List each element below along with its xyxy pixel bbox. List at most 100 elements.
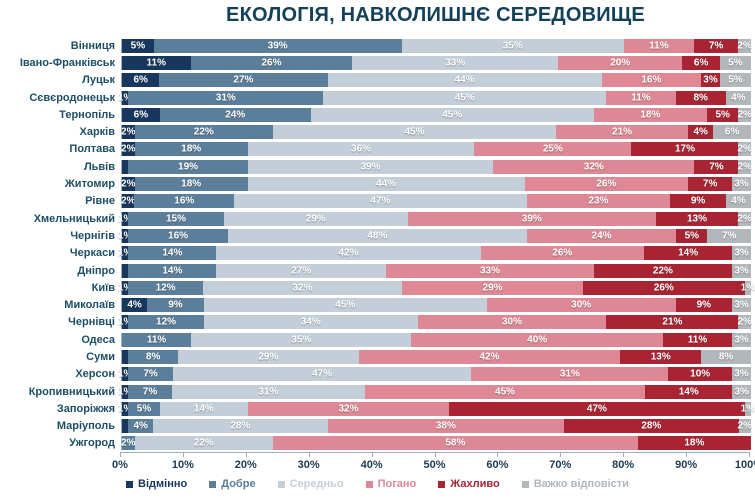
bar-segment-label: 1% bbox=[740, 282, 755, 294]
bar-segment-Відмінно: 2% bbox=[120, 194, 136, 209]
stacked-bar: 1% 12% 34% 30% 21% 2% bbox=[118, 315, 752, 330]
bar-segment-Погано: 38% bbox=[327, 419, 565, 434]
legend-item-Відмінно: Відмінно bbox=[126, 478, 187, 490]
bar-segment-Погано: 45% bbox=[364, 384, 646, 399]
bar-segment-label: 34% bbox=[300, 316, 321, 328]
bar-segment-label: 33% bbox=[479, 265, 500, 276]
bar-segment-Важко відповісти: 2% bbox=[737, 38, 752, 53]
bar-segment-Погано: 26% bbox=[524, 177, 689, 192]
bar-segment-Важко відповісти: 5% bbox=[719, 55, 751, 70]
bar-segment-Середньо: 32% bbox=[202, 280, 403, 295]
city-label: Запоріжжя bbox=[56, 402, 115, 415]
bar-segment-label: 16% bbox=[168, 230, 189, 242]
bar-segment-Жахливо: 4% bbox=[688, 125, 714, 140]
bar-segment-label: 42% bbox=[338, 247, 359, 259]
x-axis-tick-label: 80% bbox=[612, 459, 635, 471]
chart-row: Сєвєродонецьк 1% 31% 45% 11% 8% 4% bbox=[0, 89, 755, 106]
bar-segment-label: 1% bbox=[117, 92, 133, 104]
bar-segment-label: 5% bbox=[728, 74, 743, 86]
bar-segment-label: 44% bbox=[454, 74, 475, 86]
bar-segment-label: 13% bbox=[650, 351, 671, 363]
stacked-bar: 1% 16% 48% 24% 5% 7% bbox=[118, 228, 752, 243]
x-axis-tick-label: 30% bbox=[297, 459, 320, 471]
bar-segment-Жахливо: 6% bbox=[682, 55, 720, 70]
chart-row: Вінниця 5% 39% 35% 11% 7% 2% bbox=[0, 37, 755, 54]
bar-segment-label: 29% bbox=[482, 282, 503, 294]
legend-swatch-icon bbox=[438, 480, 446, 488]
chart-row: Київ 1% 12% 32% 29% 26% 1% bbox=[0, 279, 755, 296]
bar-segment-label: 2% bbox=[121, 126, 136, 138]
bar-segment-Відмінно: 1% bbox=[118, 246, 132, 261]
bar-segment-label: 21% bbox=[612, 126, 633, 138]
stacked-bar: 6% 27% 44% 16% 3% 5% bbox=[121, 73, 751, 88]
bar-segment-Погано: 25% bbox=[474, 142, 632, 157]
bar-segment-label: 9% bbox=[168, 299, 183, 311]
bar-segment-Жахливо: 10% bbox=[668, 367, 732, 382]
bar-segment-Погано: 39% bbox=[407, 211, 656, 226]
bar-segment-label: 45% bbox=[454, 92, 475, 104]
bar-segment-label: 11% bbox=[649, 40, 669, 52]
bar-segment-label: 5% bbox=[684, 230, 700, 242]
chart-row: Одеса 11% 35% 40% 11% 3% bbox=[0, 331, 755, 348]
bar-segment-Важко відповісти: 3% bbox=[732, 332, 751, 347]
bar-segment-label: 11% bbox=[631, 92, 651, 104]
bar-segment-label: 18% bbox=[181, 178, 202, 190]
bar-segment-Середньо: 47% bbox=[172, 367, 472, 382]
chart-row: Луцьк 6% 27% 44% 16% 3% 5% bbox=[0, 72, 755, 89]
x-axis-tick bbox=[434, 453, 436, 457]
bar-segment-Погано: 58% bbox=[272, 436, 638, 451]
bar-segment-label: 48% bbox=[367, 230, 388, 242]
bar-segment-Жахливо: 26% bbox=[582, 280, 745, 295]
bar-segment-label: 4% bbox=[133, 420, 148, 432]
bar-segment-label: 8% bbox=[693, 92, 708, 104]
bar-segment-Відмінно bbox=[122, 349, 129, 364]
bar-segment-label: 11% bbox=[687, 334, 708, 346]
x-axis-tick bbox=[686, 453, 688, 457]
city-label: Ужгород bbox=[69, 437, 115, 450]
bar-segment-label: 2% bbox=[121, 178, 136, 190]
bar-segment-label: 2% bbox=[121, 143, 136, 155]
bar-segment-Добре: 9% bbox=[147, 298, 204, 313]
bar-segment-label: 2% bbox=[120, 195, 136, 207]
bar-segment-label: 26% bbox=[261, 57, 282, 69]
bar-segment-Середньо: 22% bbox=[134, 436, 273, 451]
bar-segment-label: 2% bbox=[737, 143, 752, 155]
bar-segment-Погано: 31% bbox=[471, 367, 669, 382]
bar-segment-Жахливо: 28% bbox=[564, 419, 739, 434]
bar-segment-label: 26% bbox=[552, 247, 573, 259]
legend-swatch-icon bbox=[365, 480, 373, 488]
bar-segment-label: 27% bbox=[233, 74, 254, 86]
chart-row: Херсон 1% 7% 47% 31% 10% 3% bbox=[0, 366, 755, 383]
city-label: Київ bbox=[91, 281, 115, 294]
bar-segment-Жахливо: 7% bbox=[694, 159, 739, 174]
legend-item-Погано: Погано bbox=[365, 478, 416, 490]
bar-segment-Добре: 11% bbox=[122, 332, 192, 347]
bar-segment-label: 35% bbox=[502, 40, 523, 52]
x-axis-tick-label: 10% bbox=[171, 459, 194, 471]
bar-segment-label: 42% bbox=[479, 351, 500, 363]
city-label: Черкаси bbox=[69, 247, 115, 260]
city-label: Сєвєродонецьк bbox=[29, 91, 115, 104]
bar-segment-Жахливо: 7% bbox=[688, 177, 733, 192]
city-label: Миколаїв bbox=[64, 299, 115, 312]
bar-segment-Відмінно: 1% bbox=[118, 367, 132, 382]
stacked-bar: 19% 39% 32% 7% 2% bbox=[121, 159, 752, 174]
bar-segment-Добре: 14% bbox=[128, 263, 217, 278]
bar-segment-Погано: 23% bbox=[526, 194, 671, 209]
bar-segment-label: 12% bbox=[156, 316, 177, 328]
bar-segment-Середньо: 44% bbox=[327, 73, 602, 88]
chart-row: Маріуполь 4% 28% 38% 28% 2% bbox=[0, 418, 755, 435]
x-axis-tick bbox=[497, 453, 499, 457]
stacked-bar: 1% 12% 32% 29% 26% 1% bbox=[118, 280, 755, 295]
chart-title: ЕКОЛОГІЯ, НАВКОЛИШНЄ СЕРЕДОВИЩЕ bbox=[226, 4, 645, 26]
stacked-bar: 4% 28% 38% 28% 2% bbox=[121, 419, 752, 434]
x-axis-tick bbox=[182, 453, 184, 457]
stacked-bar: 1% 7% 47% 31% 10% 3% bbox=[118, 367, 751, 382]
chart-row: Миколаїв 4% 9% 45% 30% 9% 3% bbox=[0, 296, 755, 313]
bar-segment-Погано: 42% bbox=[358, 349, 621, 364]
bar-segment-label: 2% bbox=[737, 109, 752, 121]
bar-segment-label: 22% bbox=[652, 265, 673, 276]
stacked-bar: 2% 22% 58% 18% bbox=[121, 436, 751, 451]
bar-segment-Добре: 2% bbox=[121, 436, 136, 451]
